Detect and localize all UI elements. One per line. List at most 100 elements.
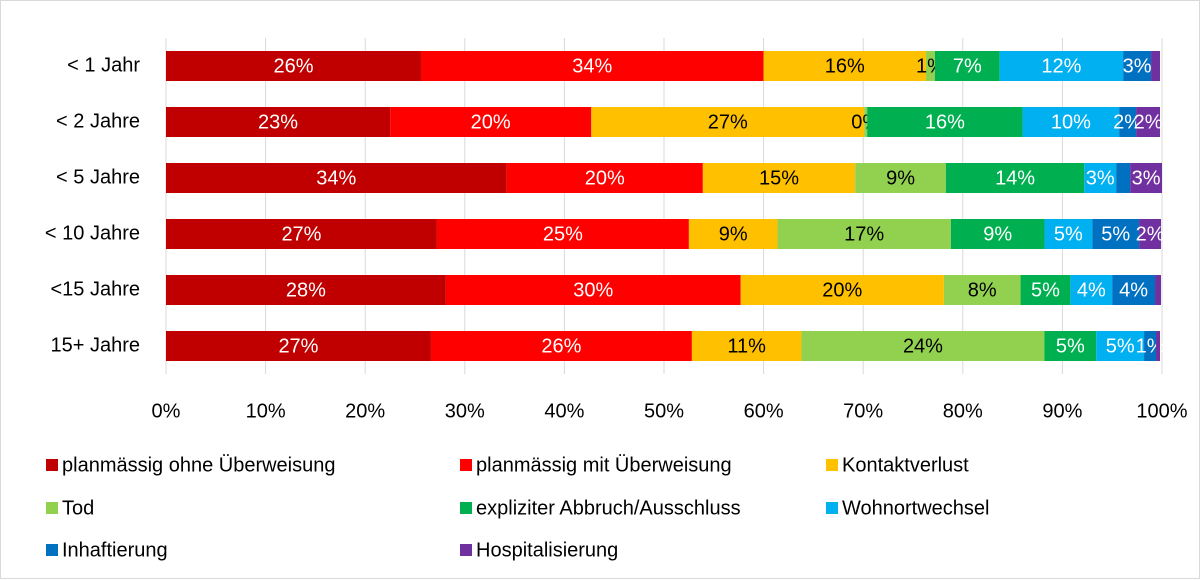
bar-segment [1151, 51, 1161, 81]
bar-segment [1044, 331, 1097, 361]
data-label: 5% [1056, 335, 1085, 357]
data-label: 3% [1132, 167, 1161, 189]
legend-label: planmässig ohne Überweisung [62, 454, 336, 476]
y-tick-label: < 1 Jahr [67, 54, 140, 76]
data-label: 20% [471, 111, 511, 133]
bar-segment [943, 275, 1021, 305]
bar-segment [166, 51, 421, 81]
data-label: 1% [1136, 335, 1165, 357]
bar-segment [1144, 331, 1157, 361]
bar-segment [1119, 107, 1137, 137]
legend-swatch [826, 459, 838, 471]
bar-segment [925, 51, 935, 81]
legend-swatch [826, 502, 838, 514]
data-label: 24% [903, 335, 943, 357]
bar-segment [436, 219, 689, 249]
bar-segment [166, 331, 431, 361]
x-tick-label: 30% [445, 400, 485, 422]
bar-segment [166, 163, 507, 193]
x-tick-label: 80% [943, 400, 983, 422]
bar-segment [1096, 331, 1145, 361]
bar-segment [934, 51, 1000, 81]
x-tick-label: 90% [1042, 400, 1082, 422]
legend-label: Kontaktverlust [842, 454, 969, 476]
data-label: 27% [278, 335, 318, 357]
bar-segment [691, 331, 802, 361]
legend-swatch [460, 502, 472, 514]
data-label: 30% [573, 279, 613, 301]
bar-segment [777, 219, 951, 249]
bar-segment [1156, 331, 1161, 361]
data-label: 26% [541, 335, 581, 357]
x-tick-label: 60% [744, 400, 784, 422]
y-tick-label: <15 Jahre [50, 278, 140, 300]
bar-segment [430, 331, 692, 361]
y-tick-label: 15+ Jahre [50, 334, 140, 356]
x-tick-label: 100% [1136, 400, 1187, 422]
x-tick-label: 50% [644, 400, 684, 422]
bar-segment [1123, 51, 1152, 81]
legend-label: Inhaftierung [62, 539, 168, 561]
data-label: 5% [1106, 335, 1135, 357]
bar-segment [390, 107, 592, 137]
x-tick-label: 70% [843, 400, 883, 422]
data-label: 25% [543, 223, 583, 245]
data-label: 2% [1134, 111, 1163, 133]
bar-segment [999, 51, 1124, 81]
bar-segment [950, 219, 1045, 249]
legend-label: Hospitalisierung [476, 539, 618, 561]
legend-swatch [46, 459, 58, 471]
data-label: 5% [1101, 223, 1130, 245]
x-tick-label: 40% [544, 400, 584, 422]
data-label: 9% [886, 167, 915, 189]
data-label: 26% [273, 55, 313, 77]
data-label: 28% [286, 279, 326, 301]
legend-swatch [460, 544, 472, 556]
data-label: 17% [844, 223, 884, 245]
legend-swatch [46, 502, 58, 514]
data-label: 11% [727, 335, 766, 357]
bar-segment [1020, 275, 1071, 305]
data-label: 4% [1119, 279, 1148, 301]
bar-segment [166, 219, 437, 249]
bar-segment [864, 107, 868, 137]
data-label: 9% [983, 223, 1012, 245]
data-label: 15% [759, 167, 799, 189]
data-label: 5% [1031, 279, 1060, 301]
x-tick-label: 10% [246, 400, 286, 422]
data-label: 2% [1113, 111, 1142, 133]
legend-swatch [46, 544, 58, 556]
x-tick-label: 0% [152, 400, 181, 422]
bar-segment [1070, 275, 1113, 305]
data-label: 27% [708, 111, 748, 133]
y-tick-label: < 5 Jahre [56, 166, 140, 188]
data-label: 20% [585, 167, 625, 189]
bar-segment [166, 275, 446, 305]
bar-segment [801, 331, 1045, 361]
bar-segment [506, 163, 703, 193]
data-label: 8% [968, 279, 997, 301]
x-tick-label: 20% [345, 400, 385, 422]
bar-segment [867, 107, 1023, 137]
legend-label: expliziter Abbruch/Ausschluss [476, 497, 741, 519]
data-label: 20% [822, 279, 862, 301]
data-label: 7% [953, 55, 982, 77]
bar-segment [855, 163, 946, 193]
bar-segment [420, 51, 764, 81]
bar-segment [1139, 219, 1162, 249]
bar-segment [702, 163, 856, 193]
bar-segment [1022, 107, 1120, 137]
bar-segment [763, 51, 926, 81]
bar-segment [1116, 163, 1131, 193]
bar-segment [1092, 219, 1140, 249]
data-label: 34% [316, 167, 356, 189]
legend-swatch [460, 459, 472, 471]
bar-segment [1084, 163, 1117, 193]
legend-label: Wohnortwechsel [842, 497, 989, 519]
bar-segment [166, 107, 391, 137]
data-label: 14% [995, 167, 1035, 189]
data-label: 9% [719, 223, 748, 245]
legend-label: Tod [62, 497, 94, 519]
